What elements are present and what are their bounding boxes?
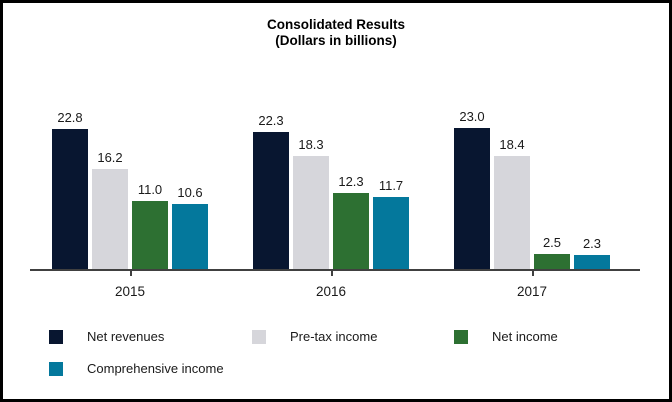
bar-wrap-comprehensive-income-2017: 2.3 [574,236,610,269]
bar-wrap-pre-tax-income-2016: 18.3 [293,137,329,269]
legend-item-pre-tax-income: Pre-tax income [252,329,377,344]
bar-group-2015: 22.8 16.2 11.0 10.6 2015 [52,109,208,299]
legend-swatch-comprehensive-income [49,361,63,376]
category-label-2017: 2017 [516,284,548,299]
value-label-net-revenues-2017: 23.0 [459,108,485,124]
chart-subtitle: (Dollars in billions) [275,33,397,48]
bar-wrap-net-revenues-2015: 22.8 [52,110,88,269]
bar-wrap-comprehensive-income-2016: 11.7 [373,178,409,269]
axis-tick-2016 [331,271,333,276]
bar-wrap-pre-tax-income-2017: 18.4 [494,137,530,269]
axis-tick-2015 [130,271,132,276]
legend-swatch-net-revenues [49,329,63,344]
legend-item-comprehensive-income: Comprehensive income [49,361,224,376]
bar-wrap-net-income-2017: 2.5 [534,235,570,269]
bar-wrap-comprehensive-income-2015: 10.6 [172,185,208,269]
bar-group-2016: 22.3 18.3 12.3 11.7 2016 [253,109,409,299]
bar-net-revenues-2017 [454,127,490,269]
bar-comprehensive-income-2015 [172,203,208,269]
bar-net-income-2015 [132,201,168,269]
chart-title-block: Consolidated Results (Dollars in billion… [3,17,669,49]
bar-pre-tax-income-2017 [494,155,530,269]
value-label-pre-tax-income-2015: 16.2 [97,150,123,166]
legend-label-net-revenues: Net revenues [87,329,165,344]
bar-pre-tax-income-2016 [293,156,329,269]
bar-pre-tax-income-2015 [92,169,128,269]
value-label-pre-tax-income-2016: 18.3 [298,137,324,153]
axis-tick-2017 [532,271,534,276]
value-label-pre-tax-income-2017: 18.4 [499,136,525,152]
bar-comprehensive-income-2017 [574,254,610,269]
plot-area: 22.8 16.2 11.0 10.6 2015 22.3 18.3 12.3 11.7 2016… [30,109,640,299]
bar-wrap-net-income-2015: 11.0 [132,182,168,269]
bar-group-2017: 23.0 18.4 2.5 2.3 2017 [454,109,610,299]
value-label-net-revenues-2016: 22.3 [258,112,284,128]
bar-net-income-2017 [534,253,570,269]
bar-net-revenues-2016 [253,131,289,269]
bar-net-income-2016 [333,193,369,269]
legend-label-pre-tax-income: Pre-tax income [290,329,378,344]
bar-wrap-net-revenues-2016: 22.3 [253,113,289,269]
value-label-comprehensive-income-2016: 11.7 [378,178,404,194]
bar-net-revenues-2015 [52,128,88,269]
bar-wrap-net-revenues-2017: 23.0 [454,109,490,269]
value-label-net-income-2016: 12.3 [338,174,364,190]
category-label-2015: 2015 [114,284,146,299]
value-label-comprehensive-income-2015: 10.6 [177,184,203,200]
value-label-net-income-2017: 2.5 [542,234,562,250]
bar-comprehensive-income-2016 [373,197,409,269]
legend-item-net-revenues: Net revenues [49,329,164,344]
legend-swatch-net-income [454,329,468,344]
bar-wrap-net-income-2016: 12.3 [333,174,369,269]
legend-swatch-pre-tax-income [252,329,266,344]
legend-label-net-income: Net income [492,329,558,344]
value-label-net-revenues-2015: 22.8 [57,109,83,125]
bar-wrap-pre-tax-income-2015: 16.2 [92,150,128,269]
value-label-net-income-2015: 11.0 [137,182,163,198]
legend-label-comprehensive-income: Comprehensive income [87,361,224,376]
value-label-comprehensive-income-2017: 2.3 [582,235,602,251]
chart-title: Consolidated Results [266,17,406,32]
category-label-2016: 2016 [315,284,347,299]
legend-item-net-income: Net income [454,329,558,344]
